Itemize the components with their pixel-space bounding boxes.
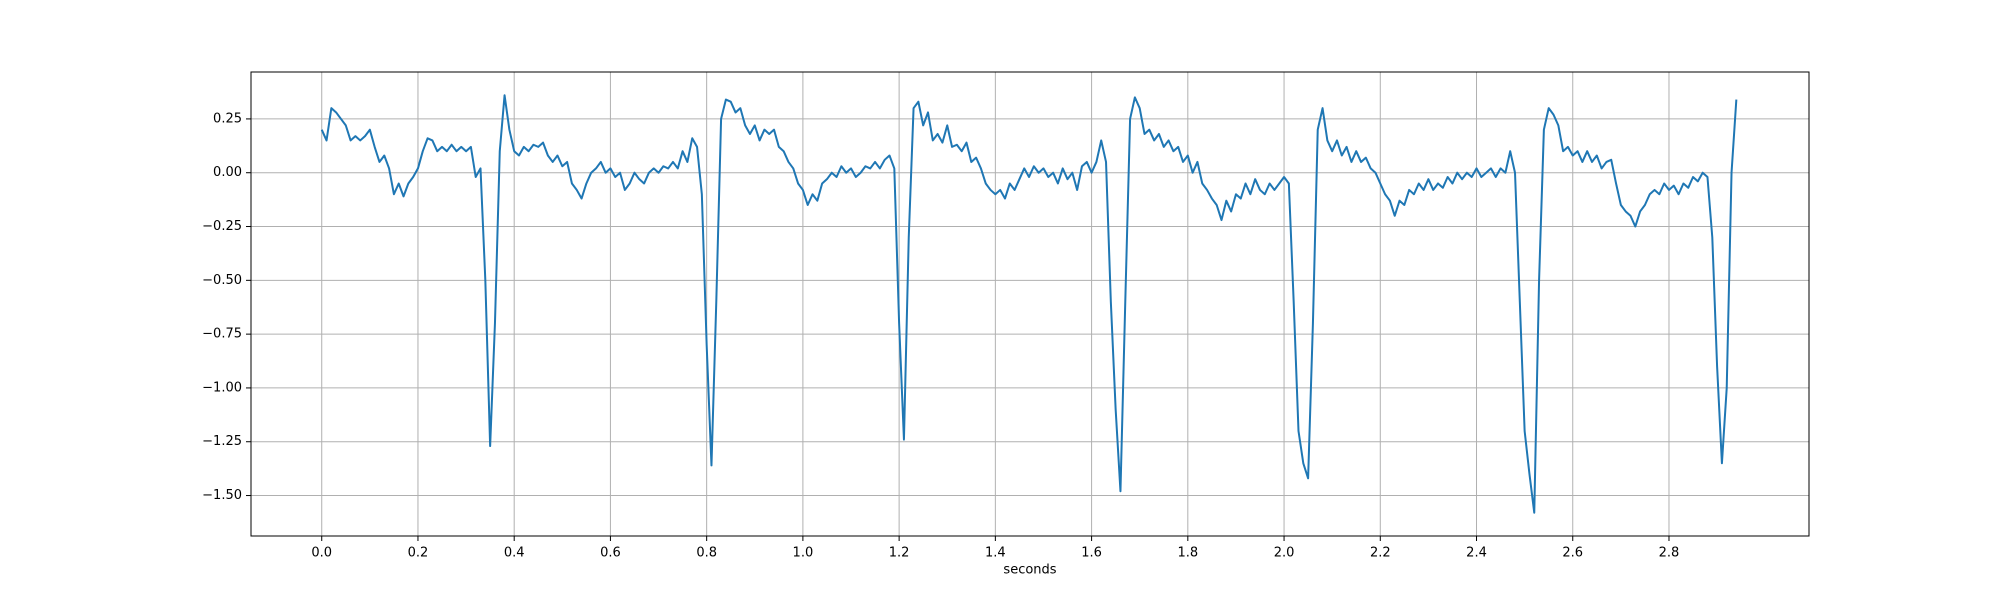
y-tick-label: −1.00 — [202, 380, 242, 395]
x-tick-label: 2.2 — [1370, 546, 1391, 561]
y-tick-label: 0.25 — [213, 111, 242, 126]
x-tick-label: 0.6 — [600, 546, 621, 561]
plot-area — [251, 72, 1809, 536]
x-tick-label: 2.0 — [1274, 546, 1295, 561]
x-tick-label: 0.4 — [504, 546, 525, 561]
x-tick-label: 1.0 — [793, 546, 814, 561]
x-tick-label: 2.6 — [1562, 546, 1583, 561]
x-tick-label: 1.4 — [985, 546, 1006, 561]
x-tick-label: 0.2 — [408, 546, 429, 561]
y-tick-label: −1.25 — [202, 434, 242, 449]
x-tick-label: 0.8 — [696, 546, 717, 561]
x-tick-label: 1.2 — [889, 546, 910, 561]
data-line — [320, 94, 1738, 514]
x-tick-label: 1.6 — [1081, 546, 1102, 561]
x-tick-label: 2.4 — [1466, 546, 1487, 561]
x-tick-label: 0.0 — [311, 546, 332, 561]
y-tick-label: −0.75 — [202, 327, 242, 342]
x-axis-label: seconds — [1003, 563, 1056, 578]
y-tick-label: −0.50 — [202, 273, 242, 288]
x-tick-label: 2.8 — [1659, 546, 1680, 561]
x-tick-label: 1.8 — [1177, 546, 1198, 561]
y-tick-label: −1.50 — [202, 488, 242, 503]
y-tick-label: −0.25 — [202, 219, 242, 234]
axes-frame — [250, 71, 1810, 537]
y-tick-label: 0.00 — [213, 165, 242, 180]
